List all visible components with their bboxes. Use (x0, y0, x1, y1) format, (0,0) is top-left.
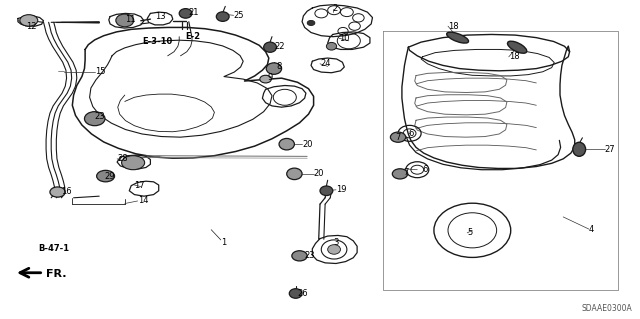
Text: 19: 19 (336, 185, 346, 194)
Ellipse shape (179, 9, 192, 18)
Text: 22: 22 (274, 42, 284, 51)
Text: 28: 28 (117, 154, 128, 163)
Text: 8: 8 (276, 63, 282, 71)
Ellipse shape (216, 12, 229, 21)
Text: 4: 4 (589, 225, 594, 234)
Text: 16: 16 (61, 187, 72, 196)
Ellipse shape (264, 42, 276, 52)
Text: B-47-1: B-47-1 (38, 244, 70, 253)
Text: 7: 7 (396, 133, 401, 142)
Text: 17: 17 (134, 181, 145, 189)
Ellipse shape (508, 41, 527, 53)
Text: 9: 9 (268, 73, 273, 82)
Text: 18: 18 (448, 22, 459, 31)
Ellipse shape (320, 186, 333, 196)
Ellipse shape (447, 32, 468, 43)
Text: 7: 7 (403, 168, 408, 177)
Text: 21: 21 (189, 8, 199, 17)
Text: 27: 27 (605, 145, 616, 154)
Text: 24: 24 (320, 59, 330, 68)
Text: 23: 23 (304, 251, 315, 260)
Ellipse shape (292, 251, 307, 261)
Ellipse shape (50, 187, 65, 197)
Text: 18: 18 (509, 52, 520, 61)
Text: E-3-10: E-3-10 (142, 37, 172, 46)
Text: 6: 6 (408, 129, 413, 138)
Text: 20: 20 (302, 140, 312, 149)
Ellipse shape (326, 42, 337, 50)
Text: 29: 29 (104, 172, 115, 181)
Ellipse shape (287, 168, 302, 180)
Ellipse shape (392, 169, 408, 179)
Ellipse shape (289, 289, 302, 298)
Ellipse shape (122, 156, 145, 170)
Text: FR.: FR. (46, 269, 67, 279)
Text: 15: 15 (95, 67, 105, 76)
Text: 3: 3 (333, 238, 338, 247)
Text: E-2: E-2 (186, 32, 201, 41)
Text: 2: 2 (333, 4, 338, 13)
Ellipse shape (573, 142, 586, 156)
Ellipse shape (266, 63, 282, 74)
Ellipse shape (97, 170, 115, 182)
Ellipse shape (390, 132, 406, 142)
Text: 20: 20 (314, 169, 324, 178)
Text: 14: 14 (138, 197, 148, 205)
Text: 13: 13 (156, 12, 166, 21)
Text: 1: 1 (221, 238, 226, 247)
Ellipse shape (84, 112, 105, 126)
Ellipse shape (279, 138, 294, 150)
Ellipse shape (260, 75, 271, 83)
Text: 11: 11 (125, 15, 135, 24)
Text: 5: 5 (467, 228, 472, 237)
Ellipse shape (20, 15, 38, 26)
Text: 12: 12 (26, 22, 36, 31)
Ellipse shape (307, 20, 315, 26)
Text: 10: 10 (339, 34, 349, 43)
Text: SDAAE0300A: SDAAE0300A (582, 304, 632, 313)
Text: 23: 23 (95, 112, 106, 121)
Text: 25: 25 (234, 11, 244, 20)
Text: 6: 6 (422, 165, 428, 174)
Ellipse shape (116, 14, 134, 27)
Ellipse shape (328, 245, 340, 254)
Text: 26: 26 (298, 289, 308, 298)
